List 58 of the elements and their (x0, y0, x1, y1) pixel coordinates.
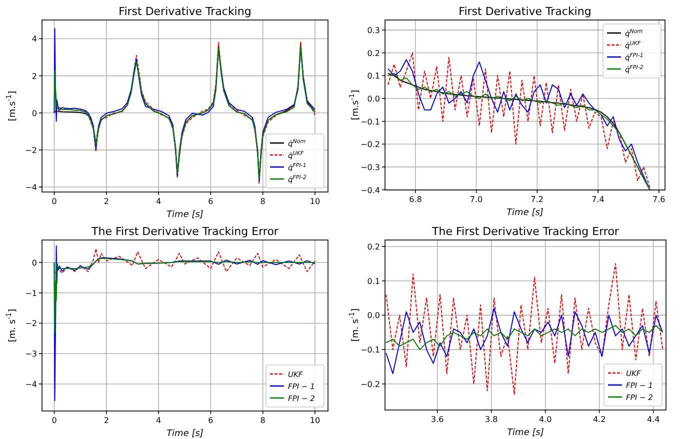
x-tick-label: 7.4 (592, 195, 604, 204)
y-tick-label: 0 (32, 108, 37, 118)
x-tick-label: 10 (310, 416, 320, 425)
chart-title: First Derivative Tracking (118, 5, 252, 18)
x-tick-label: 3.6 (431, 415, 444, 424)
y-tick-label: −0.4 (360, 186, 380, 195)
y-tick-label: 4 (32, 34, 37, 44)
x-tick-label: 6 (208, 197, 214, 206)
y-tick-label: −2 (25, 146, 37, 155)
line-series (386, 263, 664, 395)
x-axis-title: Time [s] (506, 208, 544, 218)
x-tick-label: 0 (52, 197, 57, 206)
y-tick-label: 0.0 (367, 94, 380, 104)
x-axis-title: Time [s] (166, 429, 204, 439)
x-tick-label: 7.0 (470, 195, 483, 204)
y-tick-label: 0.2 (367, 48, 380, 58)
x-tick-label: 0 (52, 416, 57, 425)
y-tick-label: 0.2 (367, 242, 380, 252)
x-axis-title: Time [s] (166, 210, 204, 220)
x-axis-title: Time [s] (507, 428, 544, 438)
x-tick-label: 6.8 (409, 195, 422, 204)
x-tick-label: 10 (310, 197, 320, 206)
line-series (55, 248, 316, 276)
chart-title: First Derivative Tracking (458, 5, 592, 18)
y-tick-label: −0.3 (360, 162, 380, 172)
y-tick-label: −0.1 (360, 346, 380, 355)
x-tick-label: 4.0 (538, 415, 552, 424)
y-tick-label: 0 (32, 258, 37, 268)
y-tick-label: −2 (25, 319, 37, 328)
line-series (54, 258, 316, 333)
x-tick-label: 2 (104, 416, 109, 425)
chart-title: The First Derivative Tracking Error (90, 225, 279, 238)
x-tick-label: 2 (104, 197, 109, 206)
x-tick-label: 4.2 (592, 415, 606, 424)
y-tick-label: 0.1 (367, 276, 380, 286)
x-tick-label: 7.6 (652, 195, 666, 204)
y-tick-label: 0.3 (367, 26, 380, 36)
chart-title: The First Derivative Tracking Error (431, 225, 620, 238)
y-tick-label: −0.2 (360, 380, 380, 389)
x-tick-label: 8 (260, 416, 266, 425)
y-tick-label: −0.2 (360, 140, 380, 150)
line-series (386, 325, 664, 350)
y-tick-label: −4 (25, 380, 37, 389)
y-tick-label: −3 (25, 350, 37, 359)
y-tick-label: −0.1 (360, 117, 380, 126)
x-tick-label: 4 (156, 197, 162, 206)
y-tick-label: 2 (32, 72, 37, 81)
x-tick-label: 3.8 (484, 415, 498, 424)
x-tick-label: 6 (208, 416, 214, 425)
x-tick-label: 4 (156, 416, 162, 425)
y-tick-label: 0.0 (367, 311, 380, 320)
x-tick-label: 7.2 (530, 195, 544, 204)
x-tick-label: 8 (260, 197, 266, 206)
line-series (386, 308, 664, 374)
x-tick-label: 4.4 (646, 415, 660, 424)
y-tick-label: 0.1 (367, 72, 380, 81)
y-tick-label: −4 (25, 182, 37, 192)
y-tick-label: −1 (25, 288, 37, 298)
